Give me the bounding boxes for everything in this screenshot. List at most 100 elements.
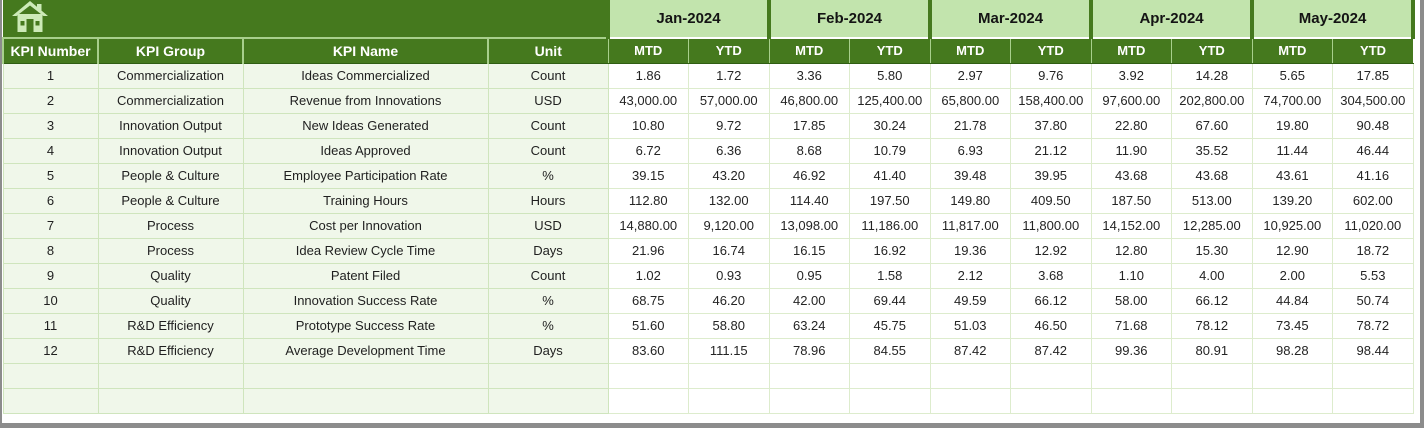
- cell-value[interactable]: 39.15: [607, 162, 689, 189]
- empty-cell[interactable]: [487, 387, 609, 414]
- cell-kpi-group[interactable]: Innovation Output: [97, 112, 244, 139]
- empty-cell[interactable]: [1332, 387, 1414, 414]
- cell-kpi-number[interactable]: 10: [2, 287, 99, 314]
- cell-value[interactable]: 132.00: [688, 187, 770, 214]
- cell-kpi-number[interactable]: 8: [2, 237, 99, 264]
- cell-value[interactable]: 78.12: [1171, 312, 1253, 339]
- cell-value[interactable]: 16.74: [688, 237, 770, 264]
- empty-cell[interactable]: [1171, 362, 1253, 389]
- month-header-jan-2024[interactable]: Jan-2024: [606, 0, 771, 39]
- cell-value[interactable]: 19.36: [929, 237, 1012, 264]
- empty-cell[interactable]: [1332, 362, 1414, 389]
- cell-value[interactable]: 50.74: [1332, 287, 1414, 314]
- cell-value[interactable]: 22.80: [1090, 112, 1173, 139]
- cell-kpi-number[interactable]: 11: [2, 312, 99, 339]
- empty-cell[interactable]: [607, 387, 689, 414]
- cell-value[interactable]: 10.79: [849, 137, 931, 164]
- cell-value[interactable]: 11,800.00: [1010, 212, 1092, 239]
- cell-value[interactable]: 16.15: [768, 237, 850, 264]
- cell-value[interactable]: 14.28: [1171, 62, 1253, 89]
- cell-value[interactable]: 187.50: [1090, 187, 1173, 214]
- cell-kpi-name[interactable]: Training Hours: [242, 187, 489, 214]
- empty-cell[interactable]: [1090, 362, 1173, 389]
- column-header-kpi-name[interactable]: KPI Name: [242, 38, 488, 64]
- cell-kpi-number[interactable]: 1: [2, 62, 99, 89]
- cell-value[interactable]: 84.55: [849, 337, 931, 364]
- cell-value[interactable]: 45.75: [849, 312, 931, 339]
- month-header-apr-2024[interactable]: Apr-2024: [1089, 0, 1255, 39]
- cell-value[interactable]: 4.00: [1171, 262, 1253, 289]
- cell-kpi-number[interactable]: 7: [2, 212, 99, 239]
- cell-value[interactable]: 21.78: [929, 112, 1012, 139]
- cell-value[interactable]: 8.68: [768, 137, 850, 164]
- cell-value[interactable]: 51.03: [929, 312, 1012, 339]
- cell-unit[interactable]: %: [487, 312, 609, 339]
- cell-value[interactable]: 11,020.00: [1332, 212, 1414, 239]
- cell-value[interactable]: 42.00: [768, 287, 850, 314]
- cell-value[interactable]: 73.45: [1251, 312, 1334, 339]
- cell-kpi-group[interactable]: R&D Efficiency: [97, 337, 244, 364]
- cell-kpi-name[interactable]: Average Development Time: [242, 337, 489, 364]
- month-header-mar-2024[interactable]: Mar-2024: [928, 0, 1094, 39]
- subheader-feb-2024-mtd[interactable]: MTD: [768, 38, 850, 64]
- cell-unit[interactable]: Count: [487, 137, 609, 164]
- cell-value[interactable]: 30.24: [849, 112, 931, 139]
- cell-value[interactable]: 14,880.00: [607, 212, 689, 239]
- home-icon[interactable]: [12, 0, 48, 32]
- column-header-kpi-group[interactable]: KPI Group: [97, 38, 243, 64]
- cell-value[interactable]: 11,186.00: [849, 212, 931, 239]
- empty-cell[interactable]: [1251, 387, 1334, 414]
- subheader-may-2024-mtd[interactable]: MTD: [1251, 38, 1333, 64]
- empty-cell[interactable]: [607, 362, 689, 389]
- empty-cell[interactable]: [242, 387, 489, 414]
- cell-value[interactable]: 87.42: [1010, 337, 1092, 364]
- empty-cell[interactable]: [929, 387, 1012, 414]
- cell-value[interactable]: 1.10: [1090, 262, 1173, 289]
- cell-value[interactable]: 111.15: [688, 337, 770, 364]
- cell-value[interactable]: 21.96: [607, 237, 689, 264]
- cell-value[interactable]: 65,800.00: [929, 87, 1012, 114]
- cell-value[interactable]: 13,098.00: [768, 212, 850, 239]
- cell-unit[interactable]: %: [487, 162, 609, 189]
- empty-cell[interactable]: [487, 362, 609, 389]
- cell-value[interactable]: 304,500.00: [1332, 87, 1414, 114]
- cell-value[interactable]: 112.80: [607, 187, 689, 214]
- cell-value[interactable]: 202,800.00: [1171, 87, 1253, 114]
- cell-value[interactable]: 99.36: [1090, 337, 1173, 364]
- cell-value[interactable]: 409.50: [1010, 187, 1092, 214]
- cell-value[interactable]: 87.42: [929, 337, 1012, 364]
- cell-kpi-group[interactable]: Commercialization: [97, 62, 244, 89]
- cell-value[interactable]: 90.48: [1332, 112, 1414, 139]
- cell-kpi-group[interactable]: Quality: [97, 287, 244, 314]
- cell-kpi-group[interactable]: Process: [97, 212, 244, 239]
- cell-value[interactable]: 125,400.00: [849, 87, 931, 114]
- empty-cell[interactable]: [768, 362, 850, 389]
- cell-kpi-number[interactable]: 12: [2, 337, 99, 364]
- cell-value[interactable]: 12.92: [1010, 237, 1092, 264]
- cell-value[interactable]: 1.72: [688, 62, 770, 89]
- empty-cell[interactable]: [97, 387, 244, 414]
- cell-kpi-group[interactable]: R&D Efficiency: [97, 312, 244, 339]
- cell-value[interactable]: 43.68: [1090, 162, 1173, 189]
- cell-value[interactable]: 46.20: [688, 287, 770, 314]
- subheader-feb-2024-ytd[interactable]: YTD: [849, 38, 931, 64]
- cell-kpi-number[interactable]: 6: [2, 187, 99, 214]
- cell-value[interactable]: 197.50: [849, 187, 931, 214]
- cell-value[interactable]: 3.36: [768, 62, 850, 89]
- empty-cell[interactable]: [242, 362, 489, 389]
- cell-kpi-name[interactable]: Prototype Success Rate: [242, 312, 489, 339]
- cell-value[interactable]: 46.44: [1332, 137, 1414, 164]
- empty-cell[interactable]: [849, 362, 931, 389]
- cell-value[interactable]: 46.92: [768, 162, 850, 189]
- cell-value[interactable]: 10,925.00: [1251, 212, 1334, 239]
- cell-value[interactable]: 2.00: [1251, 262, 1334, 289]
- column-header-kpi-number[interactable]: KPI Number: [2, 38, 98, 64]
- cell-unit[interactable]: Hours: [487, 187, 609, 214]
- subheader-jan-2024-mtd[interactable]: MTD: [607, 38, 689, 64]
- cell-value[interactable]: 43.20: [688, 162, 770, 189]
- empty-cell[interactable]: [1251, 362, 1334, 389]
- cell-value[interactable]: 66.12: [1010, 287, 1092, 314]
- cell-value[interactable]: 15.30: [1171, 237, 1253, 264]
- cell-kpi-name[interactable]: Employee Participation Rate: [242, 162, 489, 189]
- cell-value[interactable]: 1.02: [607, 262, 689, 289]
